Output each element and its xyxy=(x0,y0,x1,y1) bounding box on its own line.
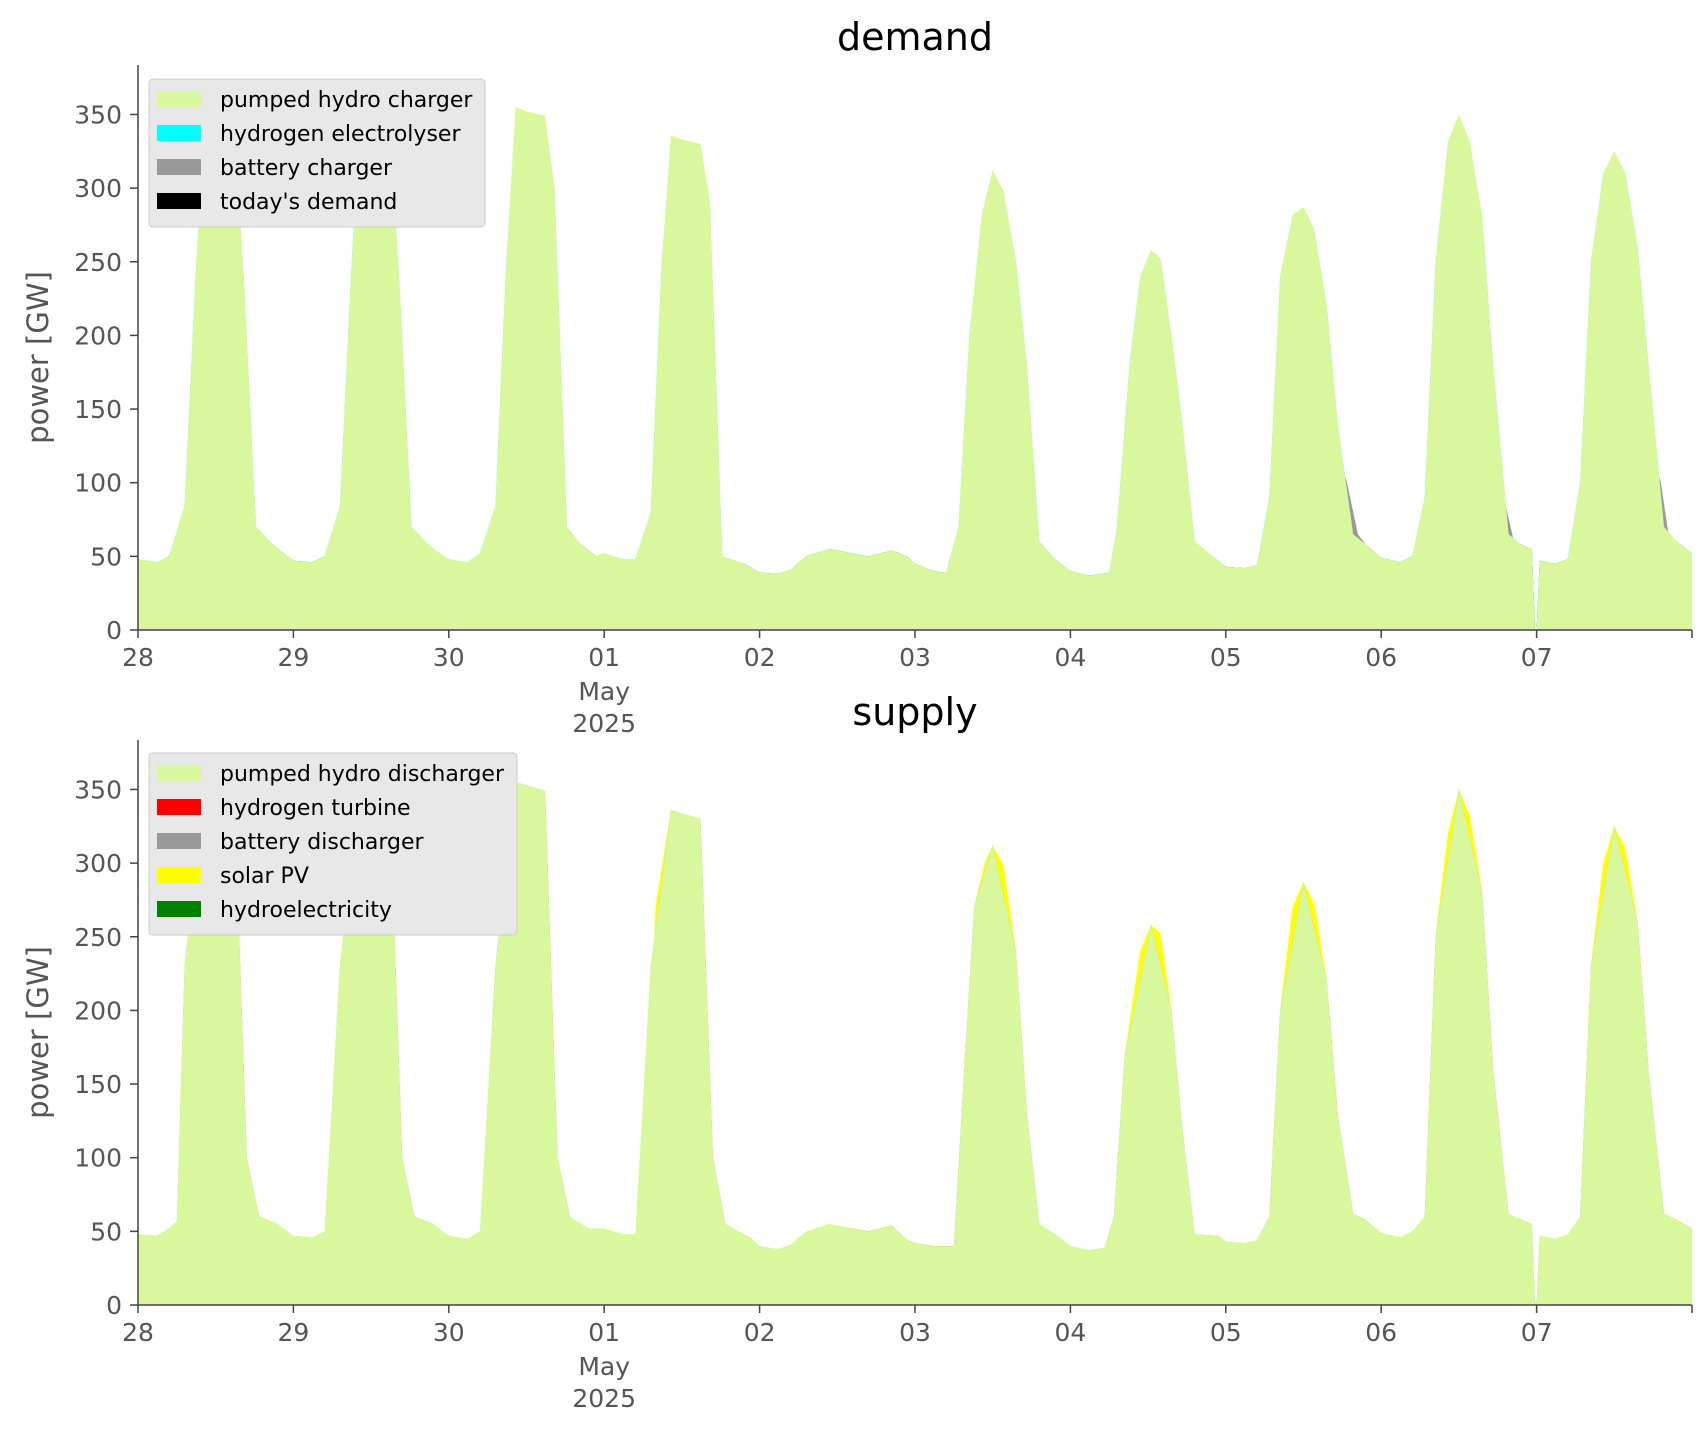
x-tick-label: 28 xyxy=(122,1318,154,1347)
y-tick-label: 200 xyxy=(74,996,122,1025)
x-tick-label: 03 xyxy=(899,1318,931,1347)
y-tick-label: 100 xyxy=(74,469,122,498)
x-tick-label: 07 xyxy=(1521,1318,1553,1347)
x-tick-label: 06 xyxy=(1365,1318,1397,1347)
x-tick-label: 01 xyxy=(588,1318,620,1347)
legend-label-battery-charger: battery charger xyxy=(220,156,393,181)
area-pumped-hydro-discharger xyxy=(138,782,1692,1305)
legend-box xyxy=(148,78,486,228)
legend-box xyxy=(148,752,518,936)
y-tick-label: 100 xyxy=(74,1144,122,1173)
legend-label-today-s-demand: today's demand xyxy=(220,190,397,215)
x-tick-label: 03 xyxy=(899,643,931,672)
x-tick-label: 05 xyxy=(1210,1318,1242,1347)
x-tick-label: 04 xyxy=(1054,643,1086,672)
legend-label-solar-pv: solar PV xyxy=(220,864,309,889)
chart-title: demand xyxy=(837,15,993,59)
legend-swatch-hydroelectricity xyxy=(157,901,201,917)
chart-title: supply xyxy=(852,690,977,734)
x-tick-sublabel: 2025 xyxy=(572,709,636,738)
y-tick-label: 300 xyxy=(74,849,122,878)
x-tick-label: 01 xyxy=(588,643,620,672)
legend-swatch-pumped-hydro-discharger xyxy=(157,765,201,781)
y-tick-label: 50 xyxy=(90,542,122,571)
y-tick-label: 50 xyxy=(90,1217,122,1246)
x-tick-sublabel: 2025 xyxy=(572,1384,636,1413)
y-axis-label: power [GW] xyxy=(21,271,55,444)
y-tick-label: 150 xyxy=(74,1070,122,1099)
y-tick-label: 150 xyxy=(74,395,122,424)
legend-label-hydroelectricity: hydroelectricity xyxy=(220,898,392,923)
legend-label-pumped-hydro-discharger: pumped hydro discharger xyxy=(220,762,505,787)
y-tick-label: 350 xyxy=(74,100,122,129)
legend: pumped hydro discharger hydrogen turbine b… xyxy=(148,752,518,936)
legend-swatch-solar-pv xyxy=(157,867,201,883)
x-tick-label: 04 xyxy=(1054,1318,1086,1347)
y-tick-label: 0 xyxy=(106,1291,122,1320)
x-tick-label: 29 xyxy=(277,1318,309,1347)
y-tick-label: 0 xyxy=(106,616,122,645)
x-tick-sublabel: May xyxy=(578,677,630,706)
x-tick-sublabel: May xyxy=(578,1352,630,1381)
y-tick-label: 200 xyxy=(74,321,122,350)
series-areas xyxy=(138,782,1692,1305)
x-tick-label: 02 xyxy=(744,643,776,672)
area-pumped-hydro-charger xyxy=(138,107,1692,631)
legend-swatch-battery-charger xyxy=(157,159,201,175)
y-tick-label: 250 xyxy=(74,248,122,277)
legend-label-battery-discharger: battery discharger xyxy=(220,830,425,855)
legend-label-pumped-hydro-charger: pumped hydro charger xyxy=(220,88,473,113)
series-areas xyxy=(138,107,1692,631)
x-tick-label: 30 xyxy=(433,1318,465,1347)
x-tick-label: 30 xyxy=(433,643,465,672)
legend: pumped hydro charger hydrogen electrolyse… xyxy=(148,78,486,228)
legend-swatch-hydrogen-electrolyser xyxy=(157,125,201,141)
x-tick-label: 06 xyxy=(1365,643,1397,672)
x-tick-label: 05 xyxy=(1210,643,1242,672)
x-tick-label: 28 xyxy=(122,643,154,672)
y-tick-label: 350 xyxy=(74,775,122,804)
legend-swatch-hydrogen-turbine xyxy=(157,799,201,815)
legend-swatch-today-s-demand xyxy=(157,193,201,209)
x-tick-label: 07 xyxy=(1521,643,1553,672)
legend-label-hydrogen-turbine: hydrogen turbine xyxy=(220,796,411,821)
y-axis-label: power [GW] xyxy=(21,946,55,1119)
legend-swatch-pumped-hydro-charger xyxy=(157,91,201,107)
y-tick-label: 300 xyxy=(74,174,122,203)
legend-label-hydrogen-electrolyser: hydrogen electrolyser xyxy=(220,122,461,147)
y-tick-label: 250 xyxy=(74,923,122,952)
legend-swatch-battery-discharger xyxy=(157,833,201,849)
x-tick-label: 02 xyxy=(744,1318,776,1347)
x-tick-label: 29 xyxy=(277,643,309,672)
